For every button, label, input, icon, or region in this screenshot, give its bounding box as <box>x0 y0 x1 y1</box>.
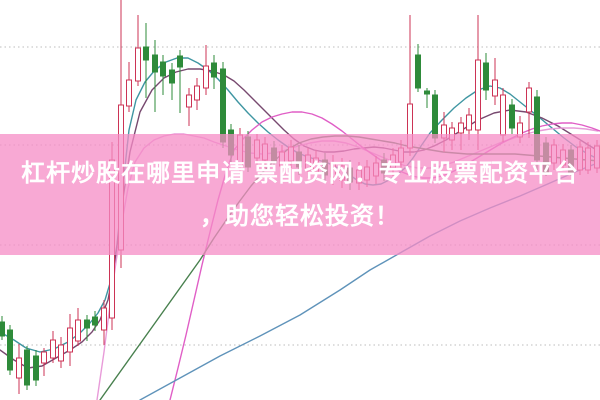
candle-body <box>177 55 183 68</box>
candle-body <box>0 321 5 337</box>
candle-body <box>75 319 81 342</box>
candle-body <box>101 307 107 331</box>
candle-body <box>92 316 98 326</box>
promo-banner-text-line2: ，助您轻松投资！ <box>200 202 400 230</box>
candle-body <box>24 349 30 386</box>
candle-body <box>16 357 22 379</box>
candle-body <box>186 94 192 108</box>
candle-body <box>483 62 489 91</box>
candle-body <box>475 59 481 131</box>
candle-body <box>492 79 498 97</box>
candle-body <box>458 122 464 134</box>
candle-body <box>466 114 472 131</box>
candle-body <box>126 79 132 107</box>
promo-banner-text-line1: 杠杆炒股在哪里申请 票配资网：专业股票配资平台 <box>21 159 579 187</box>
candle-body <box>169 69 175 84</box>
candle-body <box>509 104 515 129</box>
candle-body <box>500 94 506 136</box>
candle-body <box>135 47 141 82</box>
candle-body <box>41 351 47 364</box>
candle-body <box>160 61 166 77</box>
candle-body <box>203 65 209 89</box>
candle-body <box>58 344 64 362</box>
candle-body <box>67 327 73 353</box>
candle-body <box>194 85 200 101</box>
candle-body <box>415 54 421 89</box>
candle-body <box>50 339 56 359</box>
candle-body <box>84 319 90 329</box>
candle-body <box>526 87 532 113</box>
candle-body <box>220 68 226 143</box>
candle-body <box>432 94 438 139</box>
candle-body <box>152 54 158 73</box>
candle-body <box>143 46 149 61</box>
candle-body <box>7 329 13 371</box>
candle-body <box>33 355 39 381</box>
candle-body <box>211 62 217 78</box>
promo-banner-overlay: 杠杆炒股在哪里申请 票配资网：专业股票配资平台 ，助您轻松投资！ <box>0 134 600 255</box>
candle-body <box>424 90 430 95</box>
